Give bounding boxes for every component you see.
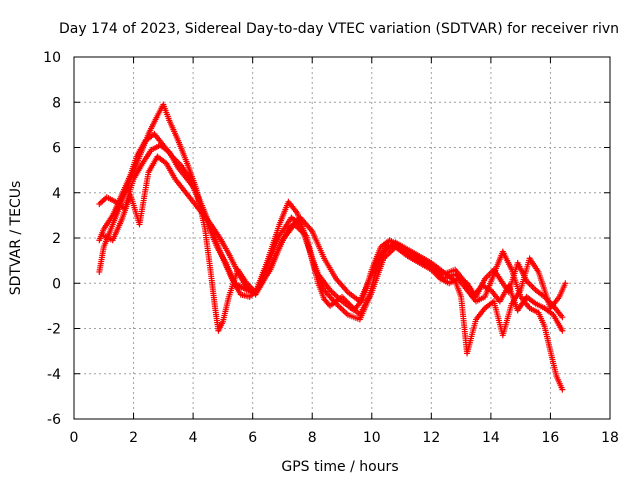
y-tick-label: 10	[43, 50, 61, 66]
tick-labels: 0 2 4 6 8 10 12 14 16 18 -6 -4 -2 0 2 4 6 8 10	[43, 50, 619, 446]
data-point	[559, 386, 566, 393]
x-tick-label: 4	[189, 430, 198, 446]
x-tick-label: 16	[542, 430, 560, 446]
y-tick-label: -4	[47, 367, 61, 383]
data-point	[559, 314, 566, 321]
y-tick-label: 2	[52, 231, 61, 247]
y-tick-label: 6	[52, 141, 61, 157]
x-tick-label: 10	[363, 430, 381, 446]
y-tick-label: 8	[52, 95, 61, 111]
data-point	[562, 280, 569, 287]
y-axis-label: SDTVAR / TECUs	[8, 181, 24, 296]
y-tick-label: 4	[52, 186, 61, 202]
chart-title: Day 174 of 2023, Sidereal Day-to-day VTE…	[59, 21, 619, 37]
y-tick-label: 0	[52, 276, 61, 292]
x-axis-label: GPS time / hours	[281, 459, 398, 475]
x-tick-label: 8	[308, 430, 317, 446]
data-point	[559, 327, 566, 334]
x-tick-label: 18	[601, 430, 619, 446]
y-tick-label: -2	[47, 322, 61, 338]
x-tick-label: 2	[129, 430, 138, 446]
series-track-4	[100, 153, 569, 357]
plot-frame	[73, 56, 611, 420]
data-markers	[96, 101, 569, 393]
x-tick-label: 14	[482, 430, 500, 446]
x-tick-label: 0	[70, 430, 79, 446]
x-tick-label: 6	[248, 430, 257, 446]
y-tick-label: -6	[47, 412, 61, 428]
x-tick-label: 12	[422, 430, 440, 446]
